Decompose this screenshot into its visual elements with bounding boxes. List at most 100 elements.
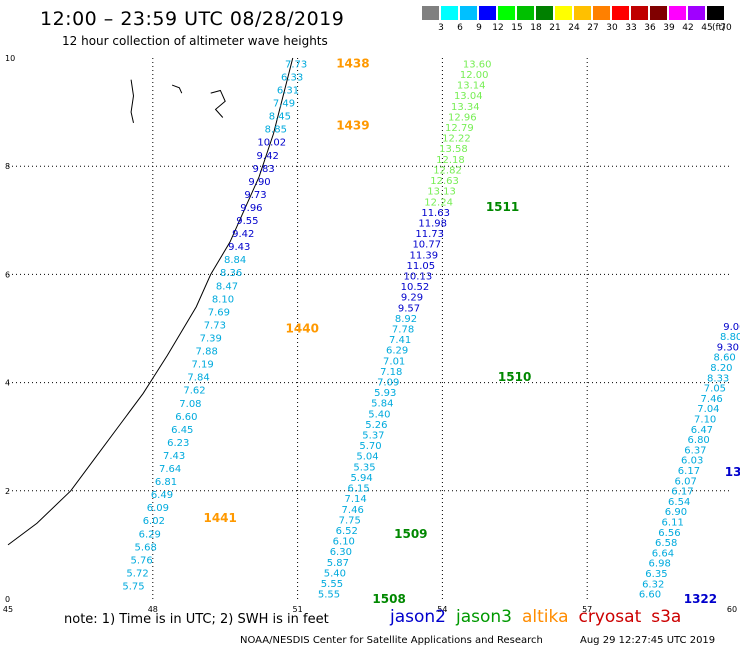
- grid-lines: [8, 58, 732, 599]
- wave-height-value: 5.94: [350, 473, 372, 484]
- color-scale-swatch: [650, 6, 667, 20]
- wave-height-values: 7.73 6.33 6.31 7.49 8.45 8.85 10.02 9.42 9.83 9.9…: [122, 59, 740, 600]
- wave-height-value: 7.78: [392, 325, 414, 336]
- wave-height-value: 7.41: [389, 335, 411, 346]
- wave-height-value: 7.09: [377, 378, 399, 389]
- wave-height-value: 13.14: [457, 81, 486, 92]
- wave-height-value: 8.92: [395, 314, 417, 325]
- pass-number-label: 1440: [286, 322, 319, 336]
- wave-height-value: 11.73: [415, 229, 444, 240]
- wave-height-value: 6.80: [688, 435, 710, 446]
- color-scale-label: 39: [663, 23, 675, 33]
- x-tick-label: 60: [727, 605, 737, 614]
- color-scale-label: 6: [457, 23, 463, 33]
- color-scale-swatch: [422, 6, 439, 20]
- color-scale-swatch: [536, 6, 553, 20]
- wave-height-value: 12.96: [448, 112, 477, 123]
- wave-height-value: 6.54: [668, 497, 690, 508]
- wave-height-value: 5.84: [371, 399, 393, 410]
- pass-labels: 1438 1439 1440 1441 1511 1510 1509 1508 1322 13: [203, 56, 740, 606]
- color-scale-label: 18: [530, 23, 542, 33]
- wave-height-value: 5.40: [368, 409, 390, 420]
- wave-height-value: 9.43: [228, 242, 250, 253]
- wave-height-value: 6.09: [147, 503, 169, 514]
- wave-height-value: 5.70: [359, 441, 381, 452]
- wave-height-value: 9.00: [723, 322, 740, 333]
- wave-height-value: 9.29: [401, 293, 423, 304]
- wave-height-value: 6.90: [665, 507, 687, 518]
- wave-height-value: 7.62: [183, 386, 205, 397]
- y-tick-label: 2: [5, 487, 10, 496]
- wave-height-value: 6.33: [281, 72, 303, 83]
- wave-height-value: 6.29: [386, 346, 408, 357]
- legend-item-s3a: s3a: [651, 607, 682, 627]
- wave-height-value: 7.04: [697, 404, 719, 415]
- wave-height-value: 7.39: [200, 333, 222, 344]
- wave-height-value: 12.22: [442, 134, 471, 145]
- color-scale-swatch: [707, 6, 724, 20]
- color-scale-label: 21: [549, 23, 561, 33]
- y-tick-label: 4: [5, 379, 10, 388]
- color-scale-label: 70: [720, 23, 732, 33]
- wave-height-value: 6.60: [175, 412, 197, 423]
- wave-height-value: 7.64: [159, 464, 181, 475]
- wave-height-value: 10.02: [257, 138, 286, 149]
- wave-height-value: 6.23: [167, 438, 189, 449]
- wave-height-value: 8.45: [269, 112, 291, 123]
- wave-height-value: 7.88: [196, 347, 218, 358]
- wave-height-value: 8.10: [212, 294, 234, 305]
- wave-height-value: 11.98: [418, 218, 447, 229]
- footer-note: note: 1) Time is in UTC; 2) SWH is in fe…: [64, 612, 329, 627]
- pass-number-label: 1439: [336, 119, 369, 133]
- color-scale-swatch: [574, 6, 591, 20]
- wave-height-value: 12.18: [436, 155, 465, 166]
- coastline-island: [210, 89, 226, 118]
- wave-height-value: 7.14: [345, 494, 367, 505]
- wave-height-value: 12.24: [424, 197, 453, 208]
- wave-height-value: 6.07: [675, 476, 697, 487]
- color-scale-swatch: [688, 6, 705, 20]
- wave-height-value: 6.17: [678, 466, 700, 477]
- wave-height-value: 6.81: [155, 477, 177, 488]
- x-tick-label: 45: [3, 605, 13, 614]
- wave-height-value: 6.03: [681, 456, 703, 467]
- wave-height-value: 11.63: [421, 208, 450, 219]
- wave-height-value: 7.73: [204, 320, 226, 331]
- legend-item-jason3: jason3: [456, 607, 512, 627]
- color-scale-label: 42: [682, 23, 694, 33]
- x-tick-label: 51: [293, 605, 303, 614]
- pass-number-label: 1438: [336, 56, 369, 70]
- wave-height-value: 7.75: [339, 515, 361, 526]
- wave-height-value: 7.08: [179, 399, 201, 410]
- chart-title: 12:00 – 23:59 UTC 08/28/2019: [40, 8, 345, 30]
- wave-height-value: 9.30: [717, 342, 739, 353]
- color-scale-swatch: [460, 6, 477, 20]
- color-scale-swatch: [555, 6, 572, 20]
- y-tick-label: 10: [5, 54, 15, 63]
- wave-height-value: 5.37: [362, 431, 384, 442]
- wave-height-value: 5.68: [135, 542, 157, 553]
- pass-number-label: 1508: [372, 592, 405, 606]
- wave-height-value: 5.40: [324, 568, 346, 579]
- wave-height-value: 6.29: [139, 529, 161, 540]
- wave-height-value: 7.49: [273, 99, 295, 110]
- wave-height-value: 10.13: [404, 271, 433, 282]
- wave-height-value: 11.05: [407, 261, 436, 272]
- wave-height-value: 9.42: [232, 229, 254, 240]
- chart-subtitle: 12 hour collection of altimeter wave hei…: [62, 34, 328, 48]
- color-scale-swatch: [479, 6, 496, 20]
- wave-height-value: 8.60: [714, 353, 736, 364]
- legend-item-altika: altika: [522, 607, 569, 627]
- wave-height-value: 5.26: [365, 420, 387, 431]
- wave-height-value: 9.73: [244, 190, 266, 201]
- wave-height-value: 5.76: [130, 555, 152, 566]
- wave-height-value: 9.57: [398, 303, 420, 314]
- wave-height-value: 7.05: [704, 384, 726, 395]
- wave-height-value: 13.60: [463, 59, 492, 70]
- wave-height-value: 6.37: [684, 445, 706, 456]
- color-scale-unit: (ft): [712, 23, 726, 33]
- wave-height-value: 6.17: [671, 487, 693, 498]
- color-scale-label: 30: [606, 23, 618, 33]
- wave-height-value: 13.34: [451, 102, 480, 113]
